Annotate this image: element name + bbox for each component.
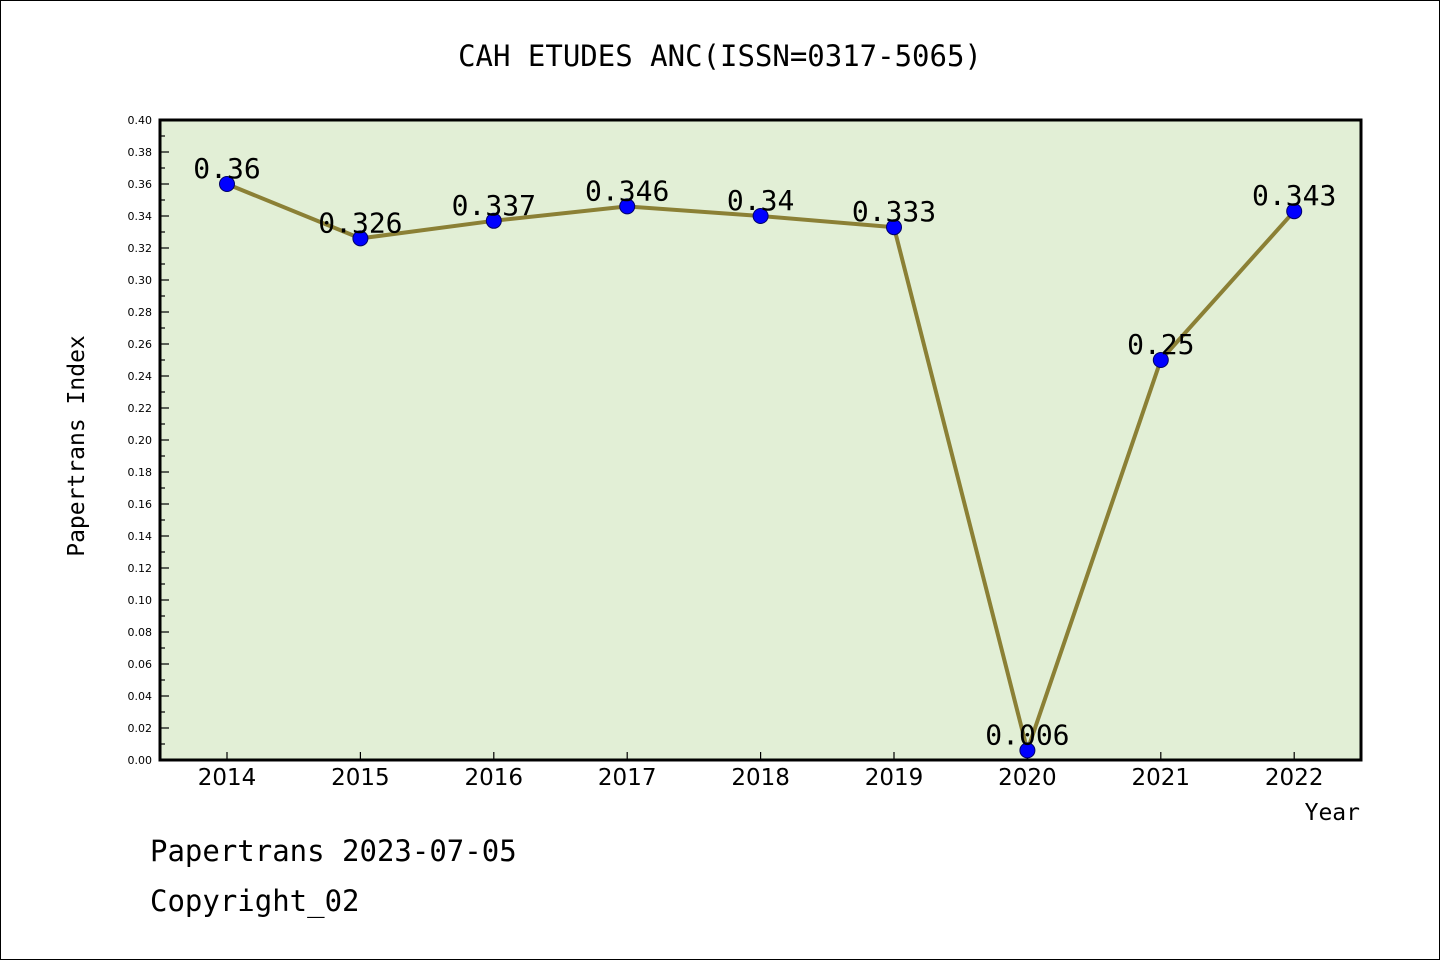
y-axis-ticks: 0.00 0.02 0.04 0.06 0.08 0.10 0.12 0.14 0.16 0.18… [128, 114, 169, 767]
y-tick-label: 0.34 [128, 210, 153, 223]
data-label: 0.346 [585, 174, 669, 207]
y-tick-label: 0.22 [128, 402, 153, 415]
x-tick-label: 2021 [1132, 765, 1191, 791]
x-axis-ticks: 2014 2015 2016 2017 2018 2019 2020 2021 2022 [198, 752, 1324, 791]
chart-title: CAH ETUDES ANC(ISSN=0317-5065) [458, 39, 982, 73]
y-tick-label: 0.28 [128, 306, 153, 319]
y-tick-label: 0.20 [128, 434, 153, 447]
data-label: 0.36 [193, 152, 260, 185]
data-point [352, 230, 369, 247]
data-point [619, 198, 636, 215]
y-tick-label: 0.26 [128, 338, 153, 351]
y-axis-label: Papertrans Index [64, 335, 90, 557]
y-tick-label: 0.38 [128, 146, 153, 159]
x-tick-label: 2019 [865, 765, 924, 791]
data-label: 0.333 [852, 195, 936, 228]
y-tick-label: 0.16 [128, 498, 153, 511]
data-labels: 0.36 0.326 0.337 0.346 0.34 0.333 0.006 0.25 0.3… [193, 152, 1336, 751]
data-label: 0.006 [985, 718, 1069, 751]
data-point [1286, 203, 1303, 220]
data-point [886, 219, 902, 236]
y-tick-label: 0.00 [128, 754, 153, 767]
y-tick-label: 0.06 [128, 658, 153, 671]
y-tick-label: 0.30 [128, 274, 153, 287]
y-tick-label: 0.10 [128, 594, 153, 607]
y-tick-label: 0.18 [128, 466, 153, 479]
footer-date: Papertrans 2023-07-05 [150, 834, 517, 868]
y-tick-label: 0.02 [128, 722, 153, 735]
data-label: 0.25 [1127, 328, 1194, 361]
data-label: 0.326 [318, 206, 402, 239]
x-tick-label: 2022 [1265, 765, 1324, 791]
x-tick-label: 2014 [198, 765, 257, 791]
plot-area [158, 118, 1363, 762]
y-tick-label: 0.04 [128, 690, 153, 703]
data-point [1019, 742, 1036, 759]
x-tick-label: 2017 [598, 765, 657, 791]
data-point [485, 212, 502, 229]
series-markers [219, 176, 1303, 759]
y-tick-label: 0.14 [128, 530, 153, 543]
x-axis-label: Year [1305, 800, 1360, 826]
y-tick-label: 0.40 [128, 114, 153, 127]
x-tick-label: 2018 [731, 765, 790, 791]
y-tick-label: 0.24 [128, 370, 153, 383]
data-label: 0.337 [452, 189, 536, 222]
data-point [1152, 352, 1169, 368]
y-tick-label: 0.36 [128, 178, 153, 191]
data-label: 0.34 [727, 184, 794, 217]
data-label: 0.343 [1252, 179, 1336, 212]
x-tick-label: 2015 [331, 765, 390, 791]
y-tick-label: 0.08 [128, 626, 153, 639]
data-point [219, 176, 235, 192]
y-tick-label: 0.12 [128, 562, 153, 575]
x-tick-label: 2016 [465, 765, 524, 791]
data-point [752, 208, 769, 224]
x-tick-label: 2020 [998, 765, 1057, 791]
y-tick-label: 0.32 [128, 242, 153, 255]
footer-copyright: Copyright_02 [150, 884, 360, 918]
